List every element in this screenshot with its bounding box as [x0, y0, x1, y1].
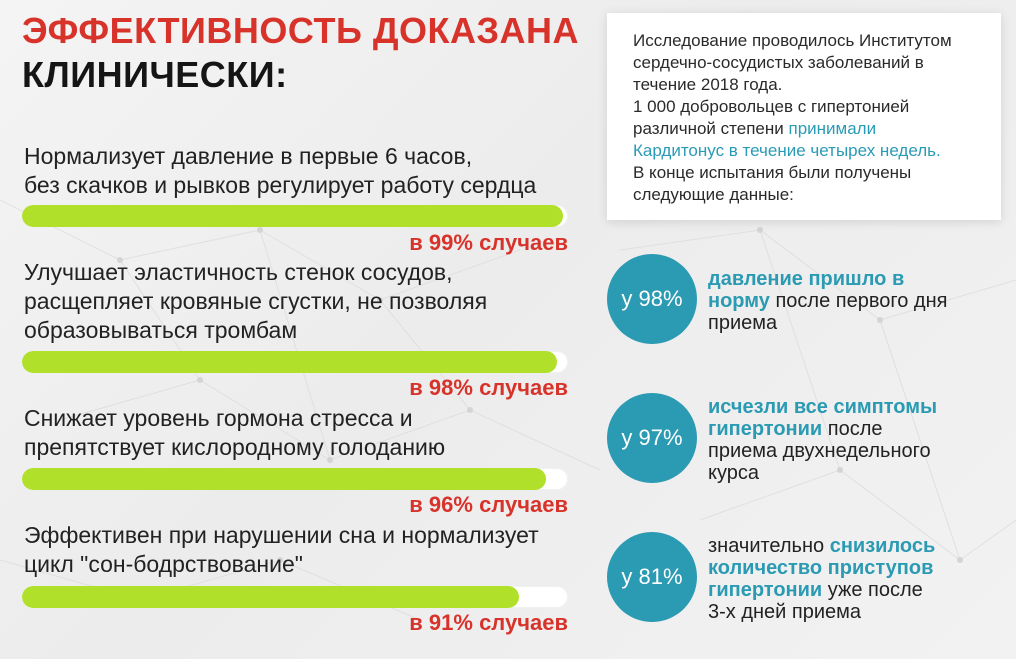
result-1-highlight-1: давление пришло в — [708, 268, 905, 290]
page-title-line-2: КЛИНИЧЕСКИ: — [22, 54, 288, 95]
result-2-rest-3: приема двухнедельного — [708, 440, 931, 462]
study-line-5: различной степени принимали — [633, 118, 981, 140]
effect-2-progress-fill — [22, 351, 558, 373]
result-1-text: давление пришло в норму после первого дн… — [708, 268, 1008, 334]
result-3-rest-4: 3-х дней приема — [708, 601, 862, 623]
effect-4-line-1: Эффективен при нарушении сна и нормализу… — [24, 522, 539, 548]
effect-3-percent-label: в 96% случаев — [409, 492, 568, 517]
study-line-8: следующие данные: — [633, 185, 794, 204]
effect-2-percent-label: в 98% случаев — [409, 375, 568, 400]
result-2-line-2: гипертонии после — [708, 418, 1008, 440]
effect-1-line-1: Нормализует давление в первые 6 часов, — [24, 143, 473, 169]
study-line-5-plain: различной степени — [633, 119, 789, 138]
effect-3-progress-bar — [22, 468, 568, 490]
effect-description-2: Улучшает эластичность стенок сосудов, ра… — [24, 258, 604, 345]
effect-3-line-1: Снижает уровень гормона стресса и — [24, 405, 413, 431]
result-1-highlight-2: норму — [708, 290, 770, 312]
effect-1-line-2: без скачков и рывков регулирует работу с… — [24, 172, 537, 198]
result-2-rest-2: после — [822, 418, 883, 440]
result-2-percent-circle: у 97% — [607, 393, 697, 483]
result-2-rest-4: курса — [708, 462, 759, 484]
result-3-percent-circle: у 81% — [607, 532, 697, 622]
result-3-text: значительно снизилось количество приступ… — [708, 535, 1008, 623]
effect-2-progress-bar — [22, 351, 568, 373]
result-3-line-1: значительно снизилось — [708, 535, 1008, 557]
result-3-highlight-1: снизилось — [829, 535, 936, 557]
effect-1-percent-label: в 99% случаев — [409, 230, 568, 255]
page-title-line-1: ЭФФЕКТИВНОСТЬ ДОКАЗАНА — [22, 10, 579, 51]
result-1-percent-circle: у 98% — [607, 254, 697, 344]
effect-3-line-2: препятствует кислородному голоданию — [24, 434, 446, 460]
study-line-5-accent: принимали — [788, 119, 877, 138]
effect-description-1: Нормализует давление в первые 6 часов, б… — [24, 142, 604, 200]
study-line-6: Кардитонус в течение четырех недель. — [633, 141, 941, 160]
study-info-box: Исследование проводилось Институтом серд… — [607, 13, 1001, 220]
study-line-7: В конце испытания были получены — [633, 163, 912, 182]
result-1-rest-2: после первого дня — [769, 290, 948, 312]
result-3-highlight-3: гипертонии — [708, 579, 823, 601]
effect-4-percent-label: в 91% случаев — [409, 610, 568, 635]
result-3-rest-3: уже после — [822, 579, 923, 601]
effect-3-progress-fill — [22, 468, 547, 490]
effect-description-3: Снижает уровень гормона стресса и препят… — [24, 404, 604, 462]
study-line-1: Исследование проводилось Институтом — [633, 31, 952, 50]
result-2-highlight-2: гипертонии — [708, 418, 823, 440]
result-3-pre-1: значительно — [708, 535, 830, 557]
effect-description-4: Эффективен при нарушении сна и нормализу… — [24, 521, 604, 579]
effect-4-line-2: цикл "сон-бодрствование" — [24, 551, 303, 577]
effect-1-progress-fill — [22, 205, 563, 227]
study-line-2: сердечно-сосудистых заболеваний в — [633, 53, 924, 72]
effect-2-line-1: Улучшает эластичность стенок сосудов, — [24, 259, 453, 285]
effect-4-progress-fill — [22, 586, 519, 608]
effect-4-progress-bar — [22, 586, 568, 608]
result-2-text: исчезли все симптомы гипертонии после пр… — [708, 396, 1008, 484]
effect-2-line-3: образовываться тромбам — [24, 317, 298, 343]
result-1-rest-3: приема — [708, 312, 778, 334]
study-line-4: 1 000 добровольцев с гипертонией — [633, 97, 910, 116]
study-line-3: течение 2018 года. — [633, 75, 783, 94]
effect-1-progress-bar — [22, 205, 568, 227]
result-2-highlight-1: исчезли все симптомы — [708, 396, 938, 418]
effect-2-line-2: расщепляет кровяные сгустки, не позволяя — [24, 288, 488, 314]
result-3-highlight-2: количество приступов — [708, 557, 934, 579]
result-3-line-3: гипертонии уже после — [708, 579, 1008, 601]
result-1-line-2: норму после первого дня — [708, 290, 1008, 312]
